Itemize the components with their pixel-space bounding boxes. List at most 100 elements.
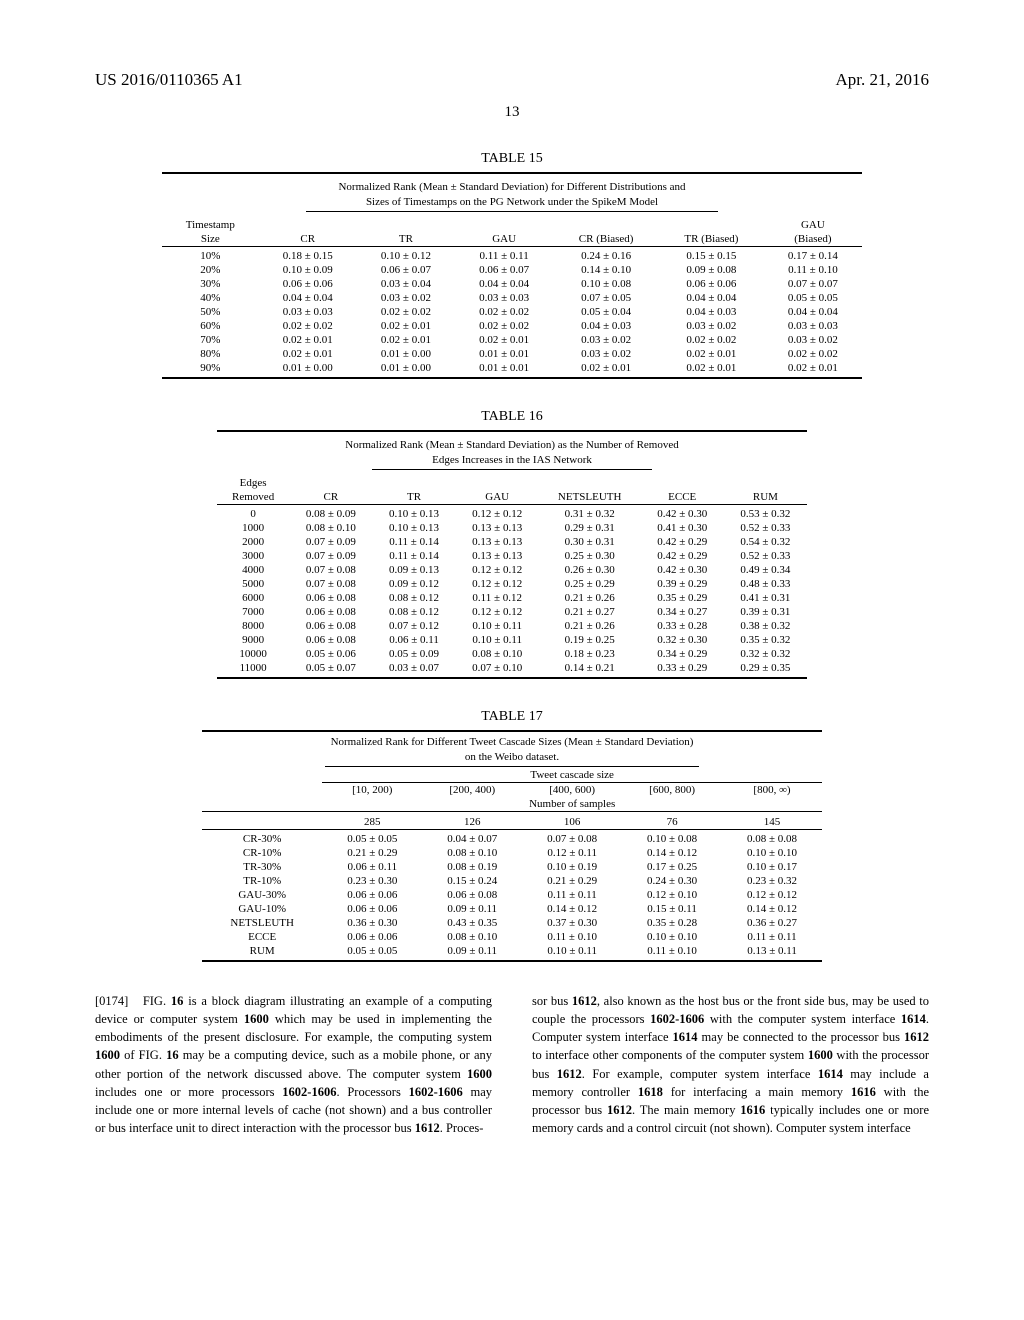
cell: 0.02 ± 0.01 (659, 347, 764, 361)
table-row: RUM0.05 ± 0.050.09 ± 0.110.10 ± 0.110.11… (202, 944, 822, 958)
cell: 0.02 ± 0.01 (259, 347, 357, 361)
t17-s1: 285 (322, 815, 422, 830)
cell: 0.42 ± 0.29 (641, 549, 724, 563)
cell: 0.36 ± 0.27 (722, 916, 822, 930)
cell: 0.03 ± 0.03 (455, 291, 553, 305)
row-key: 9000 (217, 633, 289, 647)
cell: 0.24 ± 0.16 (553, 249, 659, 263)
cell: 0.13 ± 0.13 (456, 521, 539, 535)
cell: 0.05 ± 0.07 (289, 661, 372, 675)
cell: 0.13 ± 0.13 (456, 549, 539, 563)
cell: 0.13 ± 0.13 (456, 535, 539, 549)
cell: 0.49 ± 0.34 (724, 563, 807, 577)
cell: 0.04 ± 0.04 (455, 277, 553, 291)
cell: 0.08 ± 0.09 (289, 507, 372, 521)
cell: 0.11 ± 0.11 (455, 249, 553, 263)
cell: 0.10 ± 0.11 (522, 944, 622, 958)
table-row: 100000.05 ± 0.060.05 ± 0.090.08 ± 0.100.… (217, 647, 807, 661)
cell: 0.11 ± 0.14 (372, 535, 455, 549)
cell: 0.37 ± 0.30 (522, 916, 622, 930)
cell: 0.02 ± 0.02 (259, 319, 357, 333)
t17-s4: 76 (622, 815, 722, 830)
table-row: 10%0.18 ± 0.150.10 ± 0.120.11 ± 0.110.24… (162, 249, 862, 263)
t16-c2: TR (372, 490, 455, 505)
cell: 0.11 ± 0.12 (456, 591, 539, 605)
cell: 0.23 ± 0.30 (322, 874, 422, 888)
cell: 0.53 ± 0.32 (724, 507, 807, 521)
cell: 0.07 ± 0.05 (553, 291, 659, 305)
cell: 0.06 ± 0.08 (422, 888, 522, 902)
row-key: 5000 (217, 577, 289, 591)
cell: 0.10 ± 0.09 (259, 263, 357, 277)
cell: 0.07 ± 0.08 (522, 832, 622, 846)
cell: 0.10 ± 0.11 (456, 619, 539, 633)
cell: 0.09 ± 0.11 (422, 902, 522, 916)
row-key: 1000 (217, 521, 289, 535)
cell: 0.43 ± 0.35 (422, 916, 522, 930)
cell: 0.30 ± 0.31 (539, 535, 641, 549)
cell: 0.04 ± 0.03 (659, 305, 764, 319)
cell: 0.06 ± 0.07 (357, 263, 455, 277)
cell: 0.41 ± 0.31 (724, 591, 807, 605)
table-row: 30%0.06 ± 0.060.03 ± 0.040.04 ± 0.040.10… (162, 277, 862, 291)
t15-c6: (Biased) (764, 232, 862, 247)
cell: 0.10 ± 0.17 (722, 860, 822, 874)
cell: 0.25 ± 0.30 (539, 549, 641, 563)
cell: 0.17 ± 0.14 (764, 249, 862, 263)
cell: 0.34 ± 0.27 (641, 605, 724, 619)
cell: 0.06 ± 0.08 (289, 633, 372, 647)
t15-c4: CR (Biased) (553, 232, 659, 247)
cell: 0.08 ± 0.12 (372, 605, 455, 619)
cell: 0.03 ± 0.02 (764, 333, 862, 347)
right-column: sor bus 1612, also known as the host bus… (532, 992, 929, 1137)
cell: 0.03 ± 0.03 (764, 319, 862, 333)
cell: 0.04 ± 0.04 (259, 291, 357, 305)
cell: 0.02 ± 0.01 (357, 333, 455, 347)
cell: 0.07 ± 0.08 (289, 563, 372, 577)
cell: 0.11 ± 0.10 (522, 930, 622, 944)
cell: 0.08 ± 0.10 (422, 846, 522, 860)
t16-col0: Edges (217, 476, 289, 490)
cell: 0.08 ± 0.12 (372, 591, 455, 605)
cell: 0.07 ± 0.09 (289, 535, 372, 549)
t17-b2: [200, 400) (422, 783, 522, 798)
cell: 0.32 ± 0.30 (641, 633, 724, 647)
cell: 0.02 ± 0.01 (553, 361, 659, 375)
cell: 0.54 ± 0.32 (724, 535, 807, 549)
cell: 0.09 ± 0.12 (372, 577, 455, 591)
t15-c1: CR (259, 232, 357, 247)
table-row: 60000.06 ± 0.080.08 ± 0.120.11 ± 0.120.2… (217, 591, 807, 605)
cell: 0.12 ± 0.10 (622, 888, 722, 902)
t15-col-gau2: GAU (764, 218, 862, 232)
cell: 0.06 ± 0.08 (289, 605, 372, 619)
cell: 0.12 ± 0.12 (456, 605, 539, 619)
t15-col0: Timestamp (162, 218, 259, 232)
cell: 0.02 ± 0.02 (357, 305, 455, 319)
table-row: 00.08 ± 0.090.10 ± 0.130.12 ± 0.120.31 ±… (217, 507, 807, 521)
table-row: 40%0.04 ± 0.040.03 ± 0.020.03 ± 0.030.07… (162, 291, 862, 305)
row-key: 7000 (217, 605, 289, 619)
table-row: GAU-10%0.06 ± 0.060.09 ± 0.110.14 ± 0.12… (202, 902, 822, 916)
publication-date: Apr. 21, 2016 (836, 70, 930, 90)
cell: 0.07 ± 0.12 (372, 619, 455, 633)
cell: 0.15 ± 0.24 (422, 874, 522, 888)
cell: 0.06 ± 0.06 (259, 277, 357, 291)
table-row: 90000.06 ± 0.080.06 ± 0.110.10 ± 0.110.1… (217, 633, 807, 647)
cell: 0.41 ± 0.30 (641, 521, 724, 535)
cell: 0.06 ± 0.06 (659, 277, 764, 291)
cell: 0.08 ± 0.10 (289, 521, 372, 535)
t15-c3: GAU (455, 232, 553, 247)
cell: 0.03 ± 0.07 (372, 661, 455, 675)
cell: 0.01 ± 0.00 (259, 361, 357, 375)
cell: 0.04 ± 0.03 (553, 319, 659, 333)
cell: 0.08 ± 0.10 (456, 647, 539, 661)
table-row: GAU-30%0.06 ± 0.060.06 ± 0.080.11 ± 0.11… (202, 888, 822, 902)
t17-s3: 106 (522, 815, 622, 830)
cell: 0.14 ± 0.21 (539, 661, 641, 675)
table-row: 70000.06 ± 0.080.08 ± 0.120.12 ± 0.120.2… (217, 605, 807, 619)
row-key: 30% (162, 277, 259, 291)
cell: 0.03 ± 0.04 (357, 277, 455, 291)
table-16-label: TABLE 16 (95, 409, 929, 425)
table-row: 10000.08 ± 0.100.10 ± 0.130.13 ± 0.130.2… (217, 521, 807, 535)
cell: 0.07 ± 0.08 (289, 577, 372, 591)
